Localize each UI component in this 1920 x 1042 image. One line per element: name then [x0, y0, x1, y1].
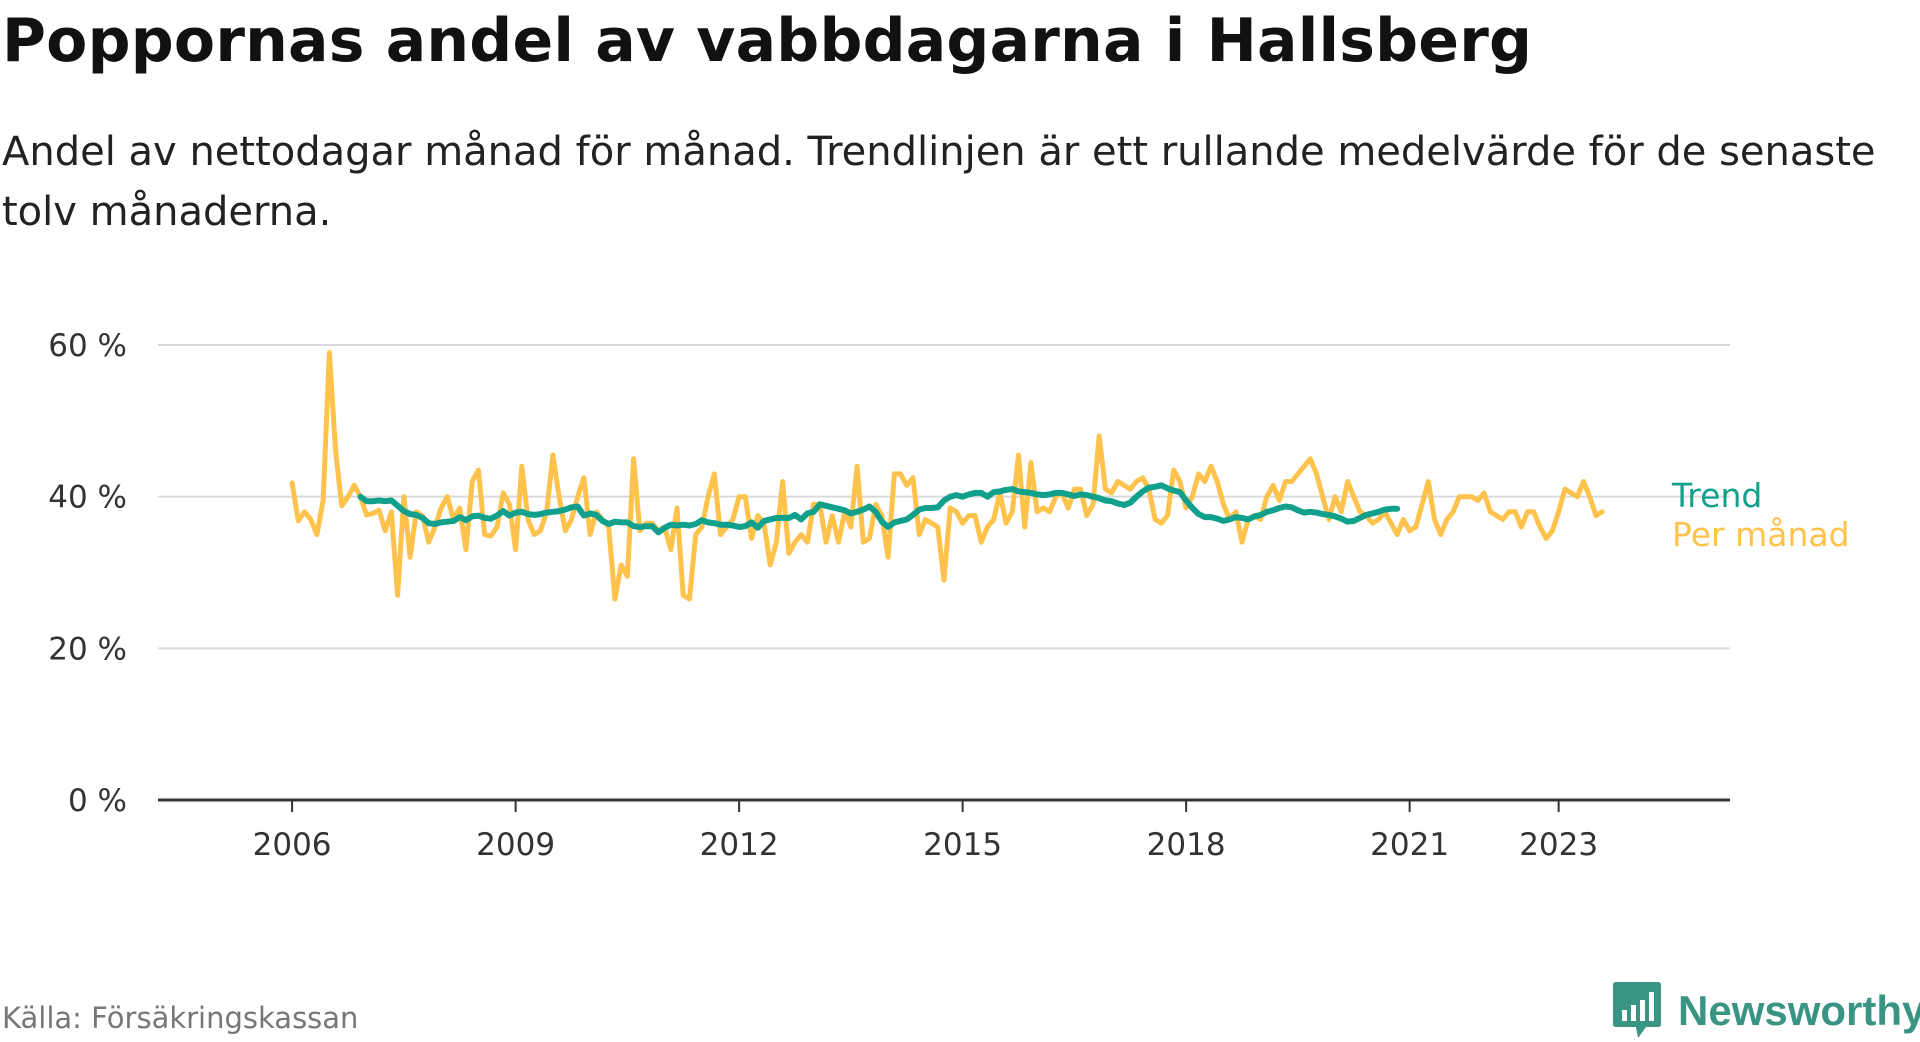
y-axis-tick-labels: 0 % 20 % 40 % 60 %	[48, 328, 127, 819]
brand-name: Newsworthy	[1678, 987, 1920, 1034]
x-tick-label: 2021	[1370, 827, 1449, 863]
series-line-trend	[357, 482, 1401, 536]
newsworthy-logo-icon	[1613, 982, 1661, 1038]
newsworthy-logo[interactable]: Newsworthy	[1612, 980, 1920, 1042]
y-tick-label: 20 %	[48, 631, 127, 667]
page-title: Poppornas andel av vabbdagarna i Hallsbe…	[2, 6, 1533, 76]
y-tick-label: 60 %	[48, 328, 127, 364]
series-line-per-manad	[289, 350, 1605, 602]
series-layer	[289, 350, 1605, 602]
x-tick-label: 2006	[253, 827, 332, 863]
x-tick-label: 2023	[1519, 827, 1598, 863]
gridlines	[158, 344, 1730, 650]
y-tick-label: 40 %	[48, 480, 127, 516]
chart-subtitle: Andel av nettodagar månad för månad. Tre…	[2, 129, 1876, 235]
x-tick-label: 2012	[700, 827, 779, 863]
source-note: Källa: Försäkringskassan	[2, 1001, 359, 1035]
x-tick-label: 2015	[923, 827, 1002, 863]
line-chart: 0 % 20 % 40 % 60 % 2006 2009 2012 2015 2018 2021…	[48, 328, 1850, 863]
x-axis-ticks: 2006 2009 2012 2015 2018 2021 2023	[253, 800, 1598, 863]
x-tick-label: 2018	[1147, 827, 1226, 863]
series-label-trend: Trend	[1671, 476, 1762, 515]
series-label-per-manad: Per månad	[1672, 515, 1850, 554]
y-tick-label: 0 %	[68, 783, 127, 819]
x-tick-label: 2009	[476, 827, 555, 863]
